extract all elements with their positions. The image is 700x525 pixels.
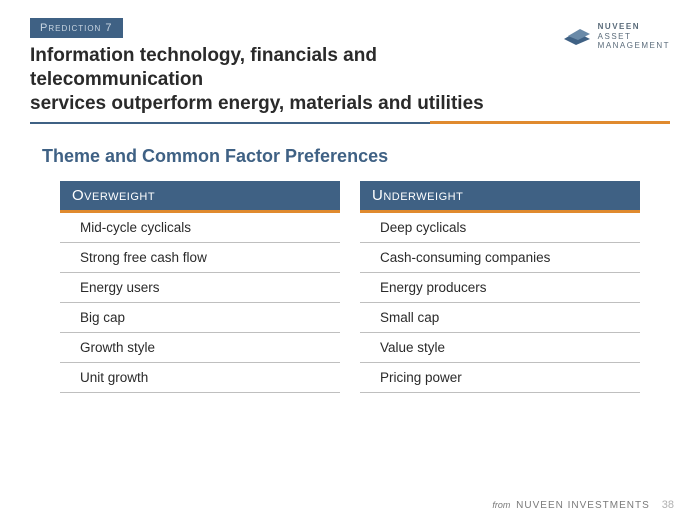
- title-underline: [30, 121, 670, 124]
- logo-icon: [562, 25, 592, 47]
- tables-container: Overweight Mid-cycle cyclicals Strong fr…: [0, 181, 700, 393]
- table-row: Energy users: [60, 273, 340, 303]
- footer-brand: NUVEEN INVESTMENTS: [516, 500, 650, 511]
- logo-line3: MANAGEMENT: [598, 41, 670, 51]
- page-title: Information technology, financials and t…: [30, 44, 490, 115]
- underweight-header: Underweight: [360, 181, 640, 213]
- footer: from NUVEEN INVESTMENTS 38: [492, 499, 674, 511]
- logo-text: NUVEEN ASSET MANAGEMENT: [598, 22, 670, 51]
- overweight-table: Overweight Mid-cycle cyclicals Strong fr…: [60, 181, 340, 393]
- table-row: Value style: [360, 333, 640, 363]
- logo-line2: ASSET: [598, 32, 670, 42]
- header: Prediction 7 Information technology, fin…: [0, 0, 700, 115]
- table-row: Mid-cycle cyclicals: [60, 213, 340, 243]
- page-number: 38: [662, 499, 674, 511]
- section-title: Theme and Common Factor Preferences: [42, 146, 700, 167]
- title-line1: Information technology, financials and t…: [30, 45, 377, 90]
- header-left: Prediction 7 Information technology, fin…: [30, 18, 562, 115]
- table-row: Energy producers: [360, 273, 640, 303]
- table-row: Deep cyclicals: [360, 213, 640, 243]
- overweight-header: Overweight: [60, 181, 340, 213]
- logo-line1: NUVEEN: [598, 22, 670, 32]
- table-row: Small cap: [360, 303, 640, 333]
- underweight-table: Underweight Deep cyclicals Cash-consumin…: [360, 181, 640, 393]
- table-row: Big cap: [60, 303, 340, 333]
- table-row: Unit growth: [60, 363, 340, 393]
- footer-from: from: [492, 500, 510, 510]
- table-row: Strong free cash flow: [60, 243, 340, 273]
- table-row: Cash-consuming companies: [360, 243, 640, 273]
- underline-orange: [430, 121, 670, 124]
- title-line2: services outperform energy, materials an…: [30, 93, 484, 114]
- footer-text: from NUVEEN INVESTMENTS: [492, 500, 649, 511]
- table-row: Growth style: [60, 333, 340, 363]
- table-row: Pricing power: [360, 363, 640, 393]
- underline-blue: [30, 122, 430, 124]
- brand-logo: NUVEEN ASSET MANAGEMENT: [562, 22, 670, 51]
- prediction-tag: Prediction 7: [30, 18, 123, 38]
